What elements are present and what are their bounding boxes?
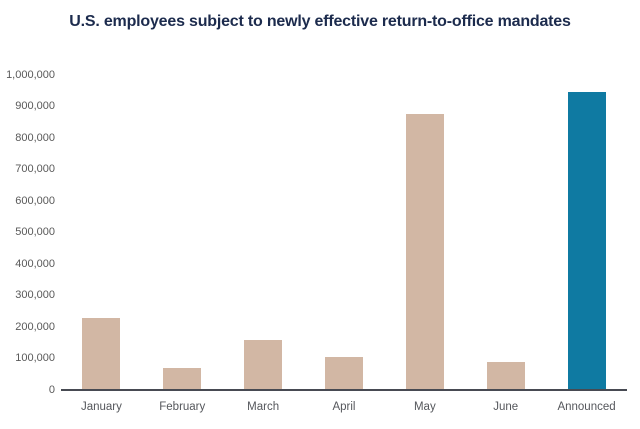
- y-axis-tick-label: 1,000,000: [6, 68, 55, 81]
- bar-march: [244, 339, 283, 390]
- y-axis-tick-label: 300,000: [15, 289, 55, 301]
- y-axis-tick-label: 800,000: [15, 131, 55, 144]
- y-axis-tick-label: 900,000: [15, 100, 55, 112]
- x-axis-label-may: May: [413, 401, 436, 413]
- x-axis-label-april: April: [332, 401, 356, 413]
- x-axis-label-january: January: [80, 401, 122, 413]
- y-axis-tick-label: 200,000: [15, 320, 55, 333]
- bar-february: [163, 367, 202, 390]
- x-axis-line: [61, 389, 627, 391]
- bar-april: [325, 356, 363, 390]
- bar-june: [486, 361, 525, 390]
- x-axis-label-announced: Announced: [557, 401, 616, 413]
- bar-may: [405, 114, 444, 390]
- x-axis-label-june: June: [493, 401, 519, 413]
- bar-announced: [567, 92, 606, 390]
- y-axis-tick-label: 700,000: [15, 163, 55, 175]
- x-axis-label-march: March: [247, 401, 280, 413]
- chart-title: U.S. employees subject to newly effectiv…: [69, 13, 571, 30]
- y-axis-tick-label: 500,000: [15, 226, 55, 238]
- y-axis-tick-label: 400,000: [15, 257, 55, 270]
- y-axis-tick-label: 0: [48, 383, 55, 396]
- y-axis-tick-label: 100,000: [15, 352, 55, 364]
- x-axis-label-february: February: [159, 401, 206, 413]
- y-axis-tick-label: 600,000: [15, 194, 55, 207]
- plot-area: [61, 75, 627, 390]
- bar-january: [82, 317, 121, 390]
